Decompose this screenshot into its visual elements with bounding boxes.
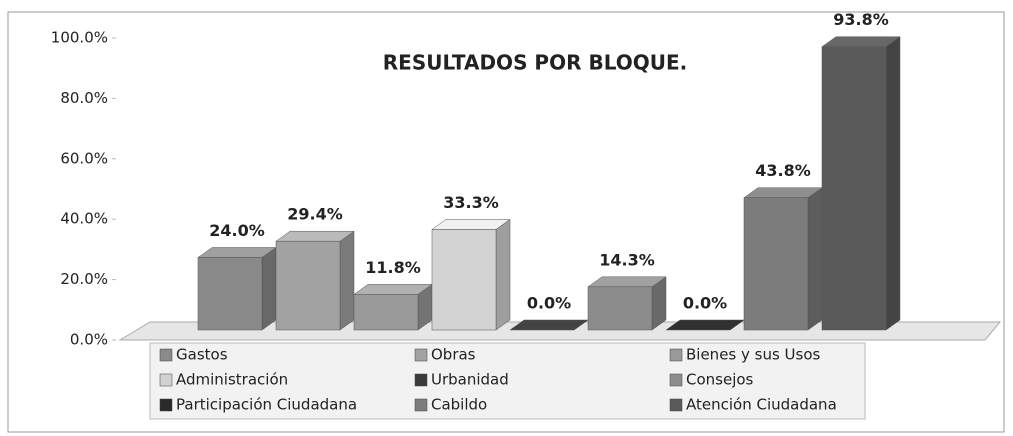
bar-top [275, 230, 355, 242]
y-tick-label: 100.0% [51, 29, 108, 47]
bar-top [743, 187, 823, 198]
data-label: 24.0% [209, 221, 265, 240]
bar [197, 257, 263, 331]
bar [353, 294, 419, 331]
chart-title: RESULTADOS POR BLOQUE. [383, 51, 687, 75]
legend-label: Atención Ciudadana [686, 396, 837, 414]
data-label: 33.3% [443, 193, 499, 212]
data-label: 14.3% [599, 250, 655, 269]
y-tick-label: 40.0% [60, 210, 108, 228]
legend-swatch [669, 348, 683, 362]
bar-top [197, 247, 277, 258]
bar-top [821, 36, 901, 47]
bar-side [261, 247, 277, 331]
legend-swatch [414, 348, 428, 362]
bar-top [665, 319, 745, 331]
bar-side [495, 218, 511, 331]
legend-swatch [414, 373, 428, 387]
legend-swatch [159, 373, 173, 387]
y-tick-label: 0.0% [70, 331, 108, 349]
legend-label: Gastos [176, 346, 228, 364]
legend-swatch [669, 373, 683, 387]
bar-side [885, 36, 901, 331]
bar [821, 46, 887, 331]
legend-label: Obras [431, 346, 476, 364]
bar-top [431, 219, 511, 230]
legend-label: Consejos [686, 371, 754, 389]
bar-side [339, 230, 355, 331]
legend-swatch [159, 348, 173, 362]
data-label: 93.8% [833, 10, 889, 29]
y-tick-label: 20.0% [60, 270, 108, 288]
legend-swatch [669, 398, 683, 412]
legend-label: Bienes y sus Usos [686, 346, 821, 364]
legend-swatch [159, 398, 173, 412]
bar [587, 286, 653, 331]
legend-swatch [414, 398, 428, 412]
y-tick-label: 80.0% [60, 89, 108, 107]
bar [275, 240, 341, 331]
legend-box [149, 342, 866, 420]
data-label: 43.8% [755, 161, 811, 180]
legend-label: Cabildo [431, 396, 487, 414]
data-label: 11.8% [365, 258, 421, 277]
legend-label: Administración [176, 371, 288, 389]
data-label: 0.0% [683, 294, 727, 313]
bar-top [587, 276, 667, 288]
bar-top [509, 319, 589, 331]
bar [743, 197, 809, 331]
bar [431, 229, 497, 331]
y-tick-label: 60.0% [60, 149, 108, 167]
data-label: 29.4% [287, 205, 343, 224]
legend-label: Urbanidad [431, 371, 509, 389]
data-label: 0.0% [527, 294, 571, 313]
legend-label: Participación Ciudadana [176, 396, 357, 414]
bar-top [353, 284, 433, 295]
bar-side [807, 187, 823, 331]
